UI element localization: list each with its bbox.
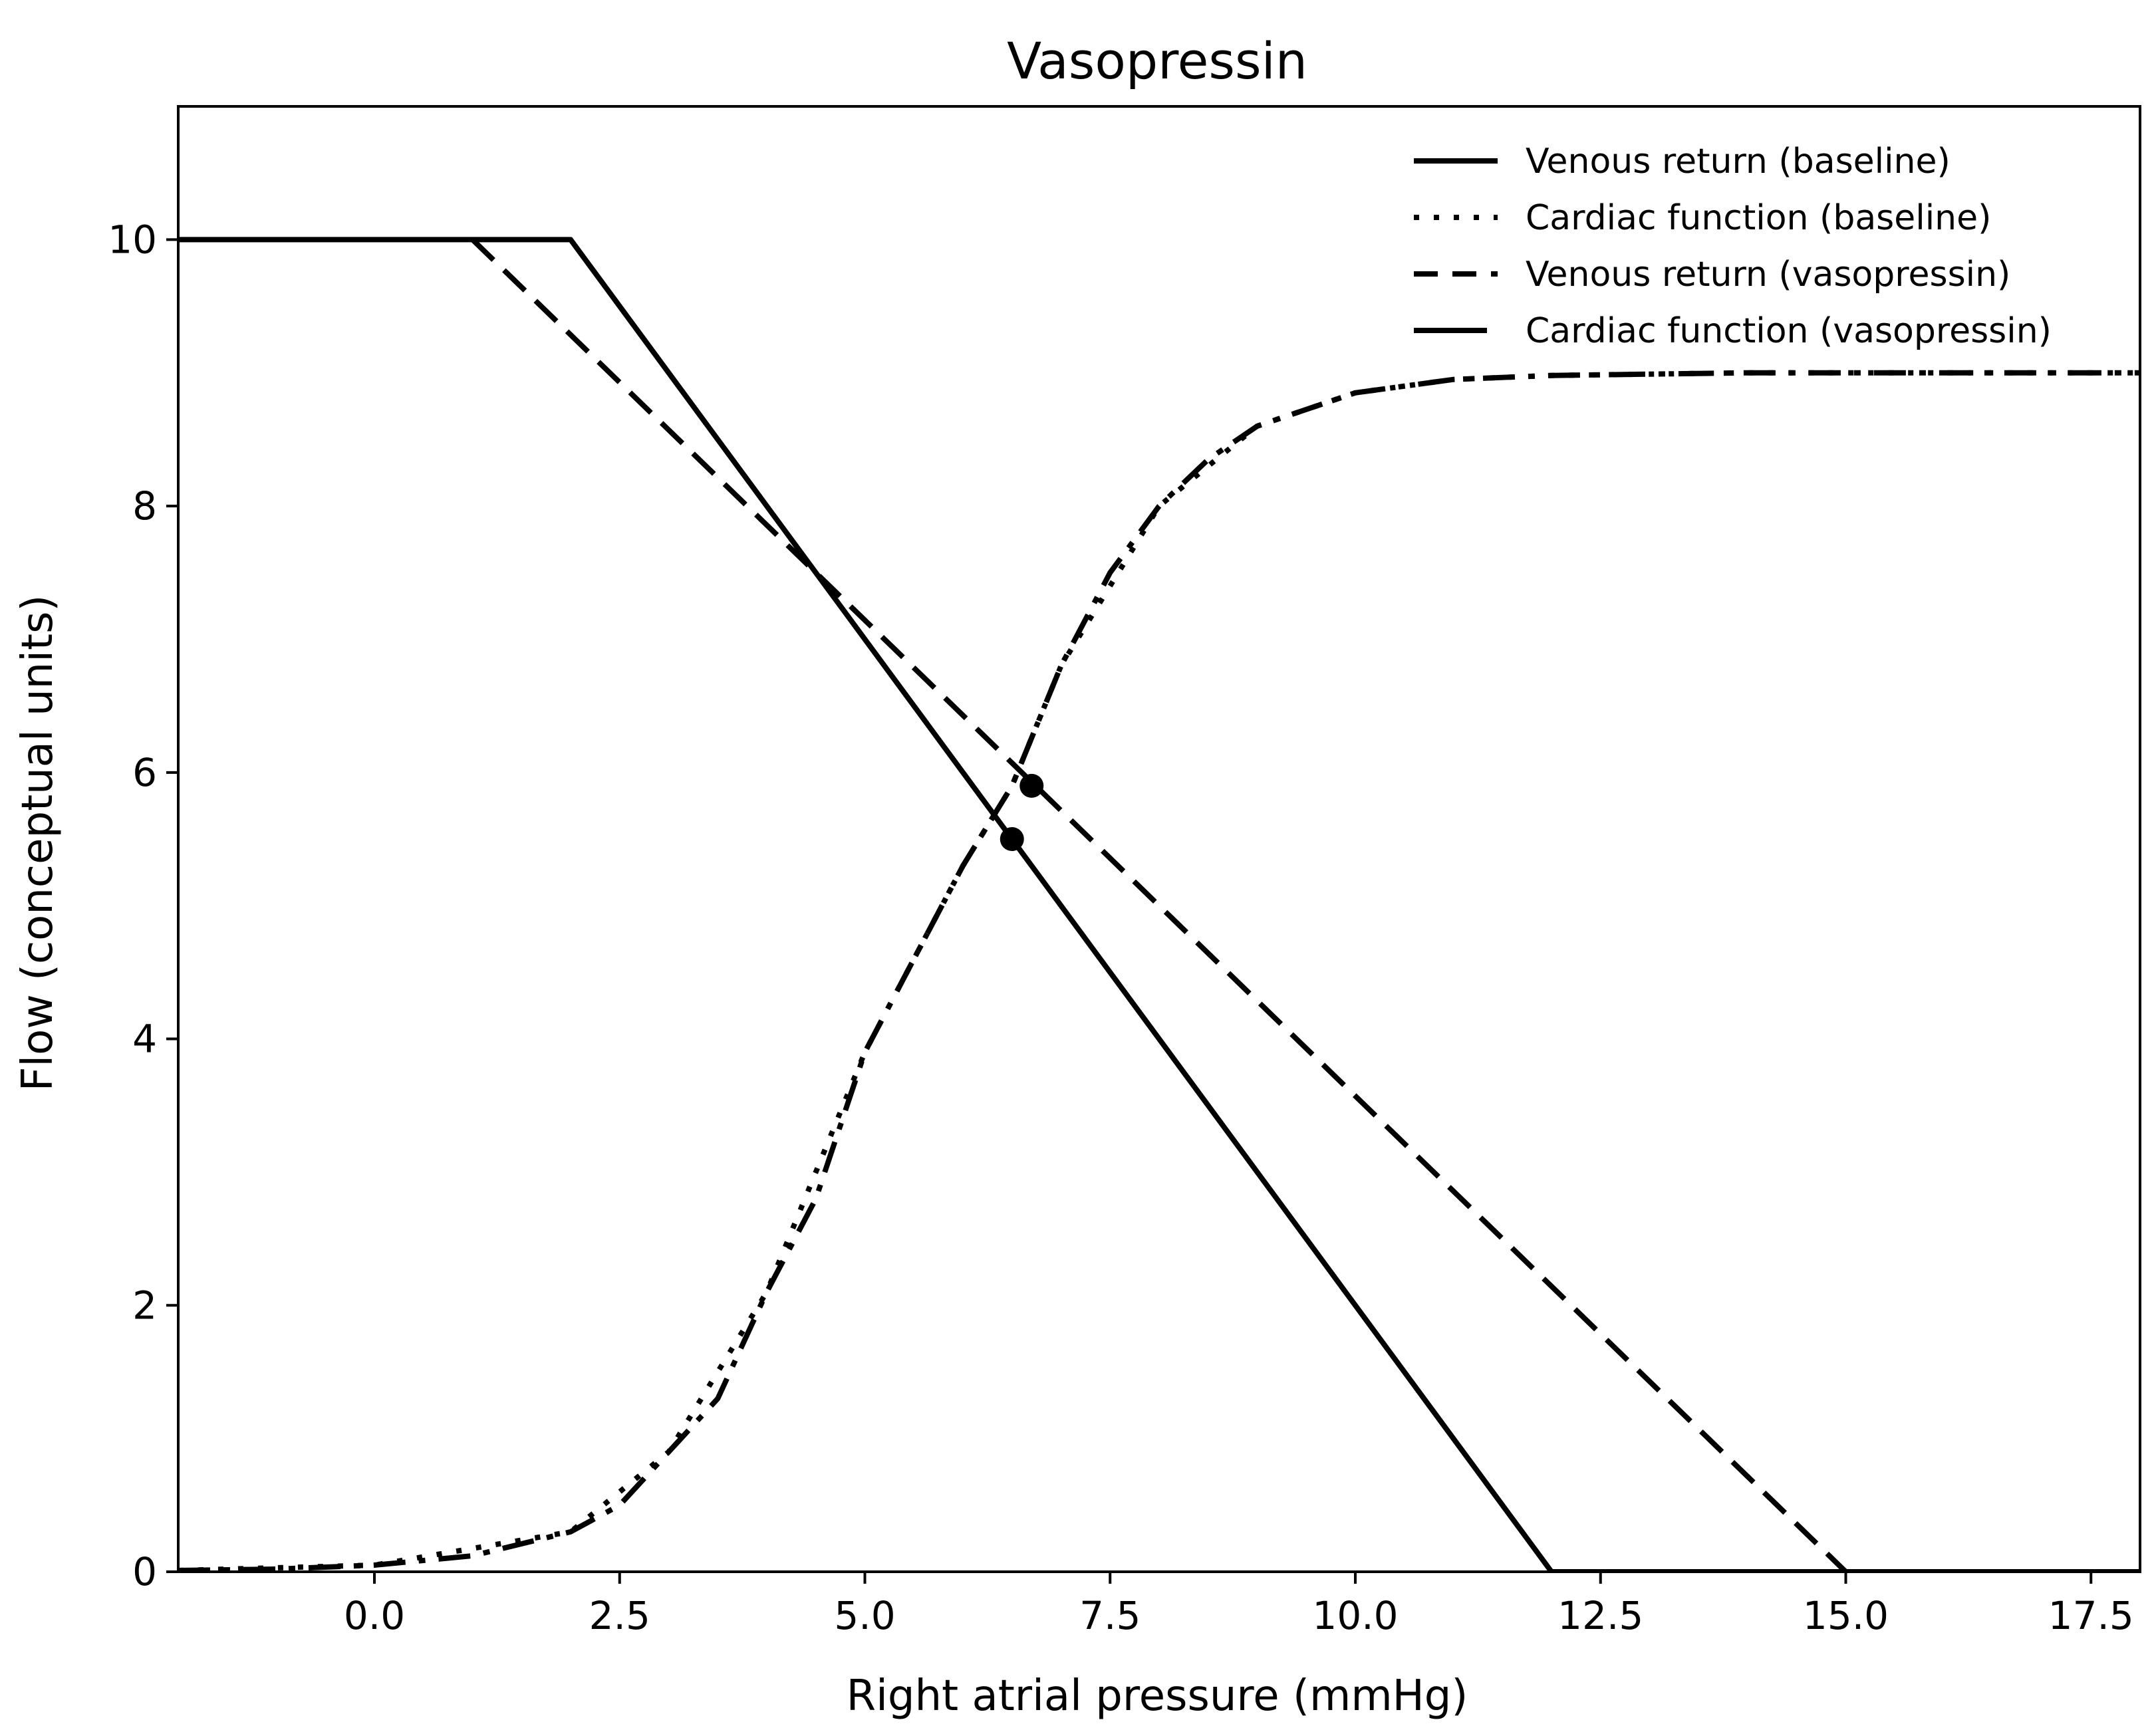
legend-label: Venous return (baseline): [1526, 142, 1951, 182]
y-tick-label: 0: [132, 1549, 157, 1594]
y-tick-label: 2: [132, 1283, 157, 1328]
series-layer: [178, 237, 2140, 1572]
chart-title: Vasopressin: [1007, 31, 1307, 90]
legend-label: Venous return (vasopressin): [1526, 255, 2010, 295]
y-tick-label: 10: [108, 217, 157, 262]
y-tick-label: 4: [132, 1017, 157, 1062]
x-tick-label: 15.0: [1803, 1593, 1889, 1638]
x-tick-label: 17.5: [2048, 1593, 2134, 1638]
legend: Venous return (baseline) Cardiac function…: [1414, 142, 2052, 351]
x-tick-label: 12.5: [1557, 1593, 1643, 1638]
series-line-venous-return-vasopressin: [470, 237, 2140, 1572]
series-line-cardiac-function-baseline: [178, 370, 2140, 1572]
x-tick-label: 0.0: [344, 1593, 405, 1638]
y-axis-label: Flow (conceptual units): [13, 595, 63, 1092]
legend-label: Cardiac function (vasopressin): [1526, 311, 2052, 351]
plot-frame: [177, 105, 2141, 1573]
equilibrium-point: [1000, 827, 1024, 851]
y-tick-label: 8: [132, 483, 157, 529]
ticks: 0.0 2.5 5.0 7.5 10.0 12.5 15.0 17.5 0 2 4 6 8 10: [108, 217, 2134, 1638]
x-axis-label: Right atrial pressure (mmHg): [847, 1671, 1468, 1721]
y-tick-label: 6: [132, 750, 157, 795]
x-tick-label: 5.0: [834, 1593, 895, 1638]
x-tick-label: 10.0: [1312, 1593, 1398, 1638]
markers-layer: [1000, 773, 1044, 851]
series-line-venous-return-baseline: [178, 237, 2140, 1572]
equilibrium-point: [1019, 773, 1044, 798]
legend-label: Cardiac function (baseline): [1526, 198, 1991, 238]
x-tick-label: 7.5: [1079, 1593, 1141, 1638]
series-line-cardiac-function-vasopressin: [178, 370, 2140, 1572]
x-tick-label: 2.5: [589, 1593, 650, 1638]
